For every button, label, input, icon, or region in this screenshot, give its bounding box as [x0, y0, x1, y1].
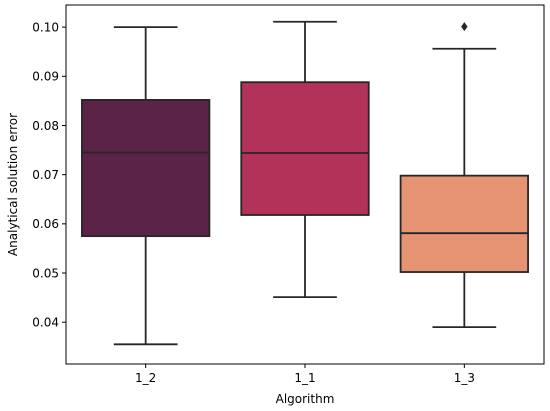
- box-iqr: [399, 174, 529, 273]
- y-tick-label: 0.08: [32, 119, 59, 133]
- box-group-1_2: [81, 26, 211, 346]
- y-tick-label: 0.09: [32, 70, 59, 84]
- x-tick-label: 1_2: [135, 371, 156, 385]
- plot-frame: [65, 4, 545, 365]
- box-group-1_3: [399, 22, 529, 329]
- box-iqr: [81, 99, 211, 238]
- x-axis-ticks: 1_2 1_1 1_3: [135, 364, 475, 385]
- y-tick-label: 0.10: [32, 20, 59, 34]
- box-group-1_1: [240, 20, 370, 299]
- boxes-layer: [81, 20, 529, 346]
- x-tick-label: 1_1: [294, 371, 315, 385]
- x-axis-label: Algorithm: [276, 392, 335, 406]
- box-iqr: [240, 81, 370, 216]
- y-tick-label: 0.05: [32, 266, 59, 280]
- x-tick-label: 1_3: [454, 371, 475, 385]
- y-axis-label: Analytical solution error: [6, 113, 20, 256]
- y-tick-label: 0.04: [32, 315, 59, 329]
- y-tick-label: 0.06: [32, 217, 59, 231]
- outlier-point: [461, 22, 468, 32]
- y-axis-ticks: 0.04 0.05 0.06 0.07 0.08 0.09 0.10: [32, 20, 66, 329]
- y-tick-label: 0.07: [32, 168, 59, 182]
